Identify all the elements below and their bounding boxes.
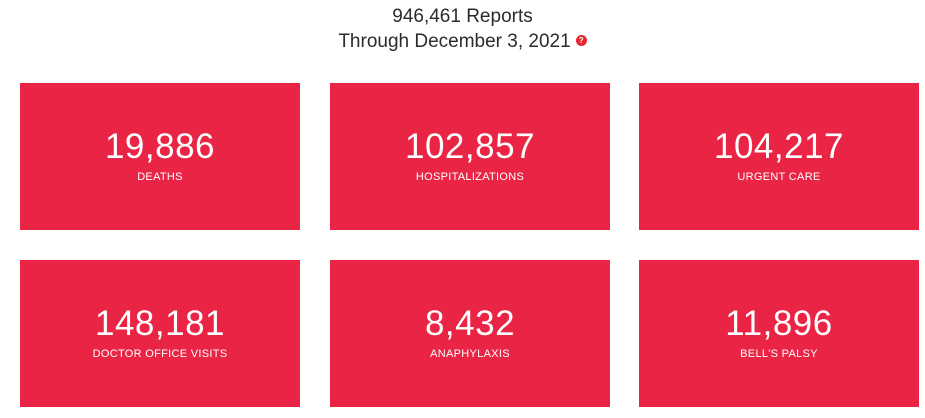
stat-label: BELL'S PALSY xyxy=(740,348,818,360)
stat-value: 19,886 xyxy=(104,127,216,166)
stat-card-hospitalizations: 102,857 HOSPITALIZATIONS xyxy=(330,83,610,230)
stat-value: 8,432 xyxy=(424,304,516,343)
total-reports-title: 946,461 Reports xyxy=(392,6,533,27)
stat-value: 11,896 xyxy=(725,304,833,343)
stat-card-bells-palsy: 11,896 BELL'S PALSY xyxy=(639,260,919,407)
stat-label: HOSPITALIZATIONS xyxy=(415,171,525,183)
stat-card-urgent-care: 104,217 URGENT CARE xyxy=(639,83,919,230)
stat-label: ANAPHYLAXIS xyxy=(430,348,510,360)
reports-date-text: Through December 3, 2021 xyxy=(338,31,571,52)
stat-card-doctor-office-visits: 148,181 DOCTOR OFFICE VISITS xyxy=(20,260,300,407)
stat-value: 102,857 xyxy=(404,127,536,166)
stat-card-anaphylaxis: 8,432 ANAPHYLAXIS xyxy=(330,260,610,407)
stat-value: 148,181 xyxy=(94,304,226,343)
reports-header: 946,461 Reports Through December 3, 2021… xyxy=(0,4,925,54)
stat-label: URGENT CARE xyxy=(737,171,821,183)
help-icon[interactable]: ? xyxy=(575,35,587,47)
reports-date-subtitle: Through December 3, 2021? xyxy=(0,29,925,54)
stat-card-deaths: 19,886 DEATHS xyxy=(20,83,300,230)
stat-label: DOCTOR OFFICE VISITS xyxy=(92,348,228,360)
stat-label: DEATHS xyxy=(137,171,183,183)
stat-value: 104,217 xyxy=(713,127,845,166)
